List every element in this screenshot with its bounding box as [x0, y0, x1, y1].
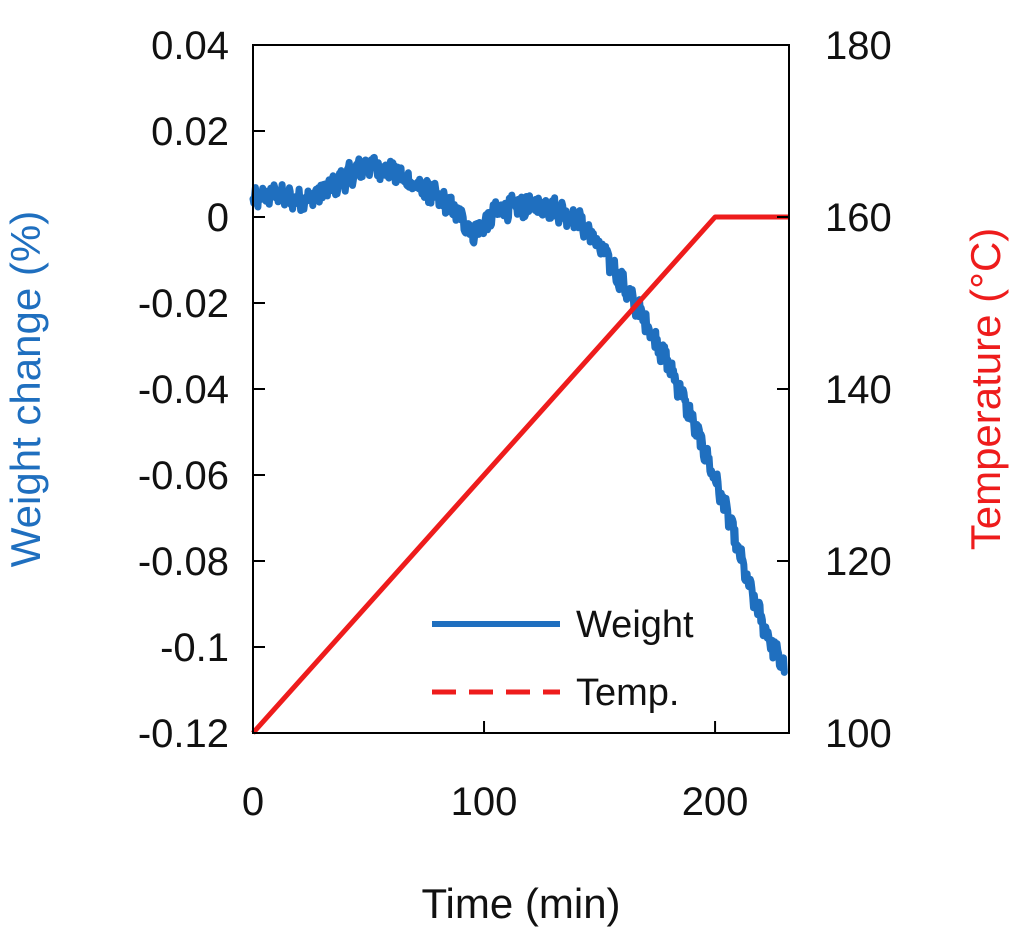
y-left-tick-label: 0.02	[151, 110, 229, 154]
x-axis-title: Time (min)	[421, 880, 620, 927]
legend-weight-label: Weight	[576, 604, 694, 646]
y-left-tick-label: -0.08	[138, 540, 229, 584]
y-right-tick-label: 180	[825, 24, 892, 68]
plot-marks	[249, 153, 789, 735]
x-tick-label: 200	[682, 780, 749, 824]
series-temp-line	[251, 214, 789, 735]
y-left-tick-label: -0.04	[138, 368, 229, 412]
y-right-axis-title: Temperature (°C)	[962, 228, 1009, 551]
legend-temp-label: Temp.	[576, 672, 679, 714]
y-left-tick-label: -0.1	[160, 626, 229, 670]
y-left-tick-label: 0	[207, 196, 229, 240]
y-left-tick-label: -0.12	[138, 712, 229, 756]
y-right-tick-label: 160	[825, 196, 892, 240]
y-left-tick-label: -0.06	[138, 454, 229, 498]
series-weight-line	[249, 153, 788, 676]
x-tick-label: 100	[451, 780, 518, 824]
x-tick-label: 0	[242, 780, 264, 824]
y-left-axis-title: Weight change (%)	[2, 211, 49, 567]
y-left-tick-label: -0.02	[138, 282, 229, 326]
y-right-tick-label: 140	[825, 368, 892, 412]
y-left-tick-label: 0.04	[151, 24, 229, 68]
y-right-tick-label: 120	[825, 540, 892, 584]
legend: Weight Temp.	[432, 604, 694, 714]
y-right-tick-label: 100	[825, 712, 892, 756]
plot-area-frame	[252, 44, 790, 734]
ticks-layer: 0 100 200 0.04 0.02 0 -0.02 -0.04 -0.06 -0.08 -0.1…	[138, 24, 892, 824]
